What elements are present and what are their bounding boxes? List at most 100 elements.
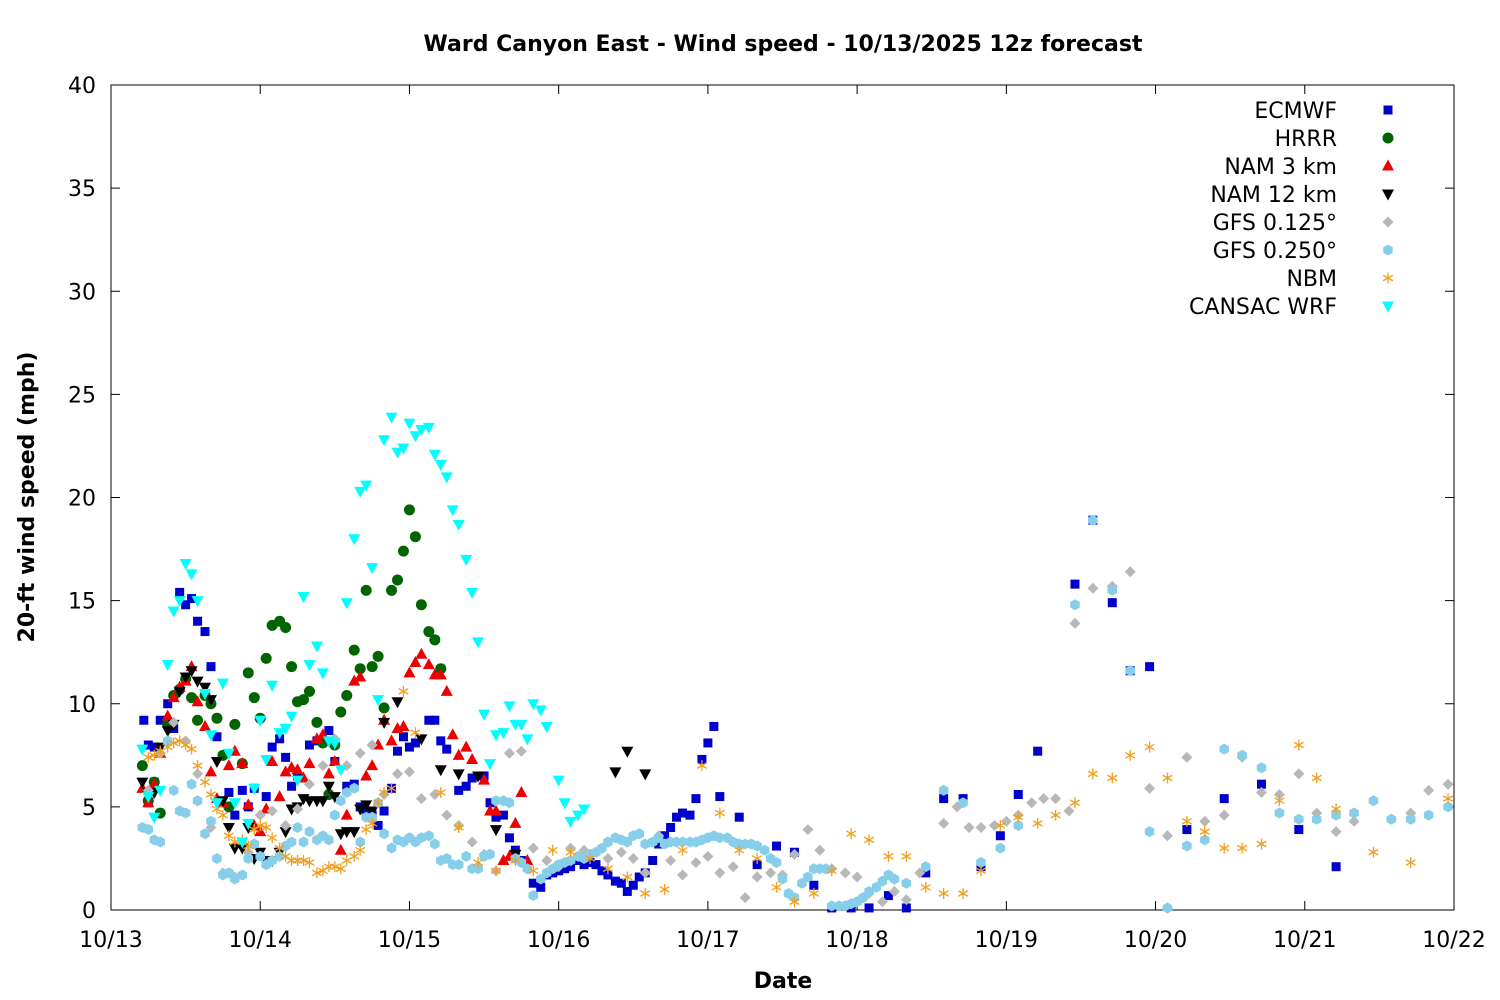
nbm-point [602,863,614,875]
nbm-point [920,881,931,893]
nam-12-km-point [316,796,329,808]
hrrr-point [378,702,390,714]
nam-3-km-point [328,755,341,766]
legend-marker [1383,105,1393,115]
nam-3-km-point [322,767,335,779]
chart-title: Ward Canyon East - Wind speed - 10/13/20… [424,32,1143,57]
gfs-0-125-point [503,747,515,759]
hrrr-point [403,504,415,516]
nbm-point [938,888,949,899]
nbm-point [298,855,309,866]
ecmwf-point [752,860,762,870]
hrrr-point [260,652,272,664]
gfs-0-125-point [192,768,204,780]
gfs-0-125-point [527,842,539,854]
ecmwf-point [304,740,314,750]
gfs-0-250-point [324,834,334,846]
gfs-0-250-point [634,828,645,840]
gfs-0-125-point [1050,793,1062,805]
cansac-wrf-point [440,472,453,484]
ecmwf-point [281,752,291,762]
cansac-wrf-point [222,748,235,760]
ecmwf-point [230,810,240,820]
legend-label: NBM [1286,267,1337,292]
gfs-0-125-point [1063,805,1075,817]
nbm-point [1331,803,1342,815]
nam-12-km-point [204,695,217,707]
ecmwf-point [200,627,210,637]
ecmwf-point [139,715,149,725]
cansac-wrf-point [378,435,391,447]
y-tick-label: 20 [68,487,96,512]
nbm-point [361,824,372,836]
ecmwf-point [342,781,352,791]
nbm-point [975,865,987,877]
ecmwf-point [1145,662,1155,672]
ecmwf-point [691,794,701,804]
cansac-wrf-point [540,721,553,733]
nbm-point [472,857,484,869]
cansac-wrf-point [303,660,316,672]
ecmwf-point [267,742,277,752]
gfs-0-250-point [367,811,377,823]
cansac-wrf-point [558,798,571,810]
ecmwf-point [436,736,446,746]
ecmwf-point [424,715,434,725]
cansac-wrf-point [564,816,577,828]
gfs-0-250-point [461,850,471,862]
hrrr-point [311,716,323,728]
y-tick-label: 25 [68,383,96,408]
cansac-wrf-point [173,596,186,608]
x-tick-label: 10/14 [229,928,292,953]
gfs-0-250-point [1331,809,1341,821]
gfs-0-250-point [528,890,539,902]
gfs-0-125-point [1256,786,1268,798]
gfs-0-250-point [1162,902,1173,914]
nam-12-km-point [391,697,404,709]
gfs-0-125-point [627,852,639,864]
cansac-wrf-point [422,422,435,434]
gfs-0-250-point [379,828,389,840]
cansac-wrf-point [273,728,286,740]
ecmwf-point [212,732,222,742]
gfs-0-125-point [403,766,415,778]
gfs-0-250-point [186,778,197,790]
gfs-0-125-point [888,885,900,897]
nbm-point [1162,772,1173,784]
hrrr-point [192,714,204,726]
x-tick-label: 10/20 [1124,928,1187,953]
gfs-0-125-point [739,892,751,904]
cansac-wrf-point [297,592,310,603]
ecmwf-point [597,866,607,876]
cansac-wrf-point [167,606,180,618]
nam-12-km-point [185,666,198,678]
gfs-0-125-point [1218,809,1230,821]
nam-12-km-point [452,769,465,781]
ecmwf-point [143,740,153,750]
gfs-0-125-point [1038,793,1050,805]
cansac-wrf-point [260,754,273,766]
nam-3-km-point [310,732,323,744]
cansac-wrf-point [199,688,212,700]
nam-3-km-point [348,674,361,686]
cansac-wrf-point [397,443,410,455]
gfs-0-250-point [1368,795,1379,807]
legend-label: ECMWF [1254,99,1337,124]
cansac-wrf-point [254,715,267,727]
gfs-0-250-point [826,900,837,912]
gfs-0-250-point [162,735,173,747]
legend-label: NAM 3 km [1224,155,1337,180]
cansac-wrf-point [328,738,341,750]
gfs-0-250-point [1443,801,1453,813]
nam-3-km-point [409,656,422,667]
nam-3-km-point [279,765,292,777]
nbm-point [341,855,352,866]
gfs-0-125-point [677,869,689,881]
ecmwf-point [1033,746,1043,756]
gfs-0-250-point [536,873,546,885]
nbm-point [846,828,857,840]
legend-label: HRRR [1275,127,1337,152]
nam-3-km-point [415,647,428,659]
nam-3-km-point [366,759,379,771]
nbm-point [1311,772,1322,784]
